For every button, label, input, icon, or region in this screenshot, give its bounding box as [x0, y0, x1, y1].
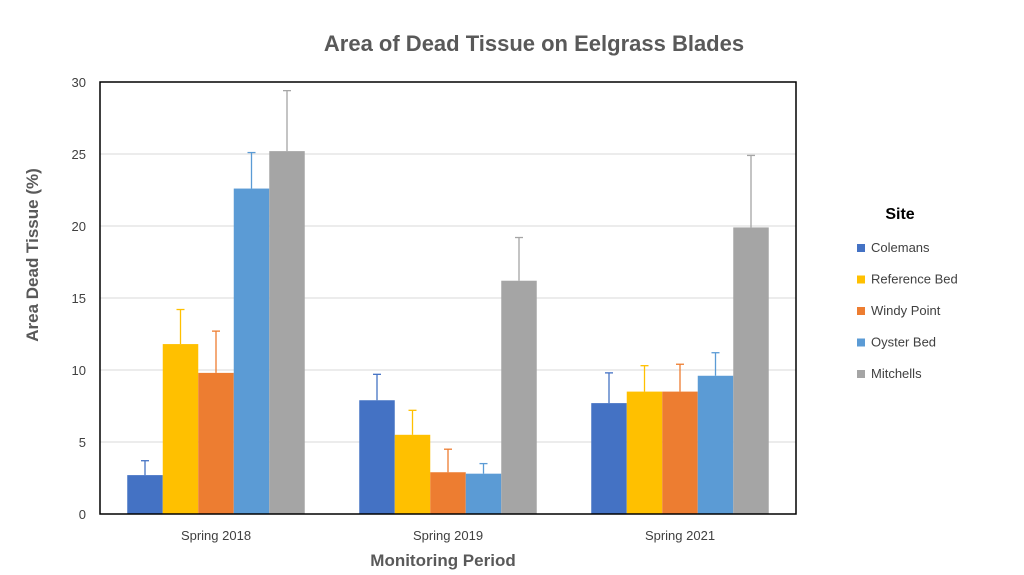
- legend-swatch: [857, 307, 865, 315]
- legend-swatch: [857, 370, 865, 378]
- bar: [501, 280, 537, 514]
- bar: [198, 372, 234, 514]
- bar: [733, 227, 769, 514]
- x-axis-ticks: Spring 2018 Spring 2019 Spring 2021: [181, 528, 715, 543]
- bars: [127, 151, 769, 514]
- legend-title: Site: [885, 206, 914, 223]
- bar: [697, 375, 734, 514]
- bar: [162, 344, 199, 514]
- legend-label: Windy Point: [871, 303, 941, 318]
- y-tick-label: 15: [72, 291, 86, 306]
- plot-frame: [99, 81, 797, 515]
- x-tick-label: Spring 2018: [181, 528, 251, 543]
- bar: [394, 434, 431, 514]
- bar: [662, 391, 698, 514]
- bar: [127, 475, 163, 514]
- legend: Colemans Reference Bed Windy Point Oyster B…: [857, 240, 958, 381]
- y-axis-ticks: 0 5 10 15 20 25 30: [72, 75, 86, 522]
- y-tick-label: 10: [72, 363, 86, 378]
- x-axis-title: Monitoring Period: [370, 551, 515, 570]
- bar: [359, 400, 395, 514]
- error-bars: [141, 89, 755, 476]
- y-tick-label: 30: [72, 75, 86, 90]
- bar: [269, 151, 305, 514]
- bar: [591, 403, 627, 514]
- legend-swatch: [857, 338, 865, 347]
- legend-label: Oyster Bed: [871, 335, 936, 350]
- bar: [430, 472, 466, 514]
- y-tick-label: 0: [79, 507, 86, 522]
- bar: [233, 188, 270, 514]
- chart-title: Area of Dead Tissue on Eelgrass Blades: [324, 31, 744, 56]
- x-tick-label: Spring 2021: [645, 528, 715, 543]
- bar: [626, 391, 663, 514]
- y-axis-title: Area Dead Tissue (%): [23, 168, 42, 342]
- legend-label: Mitchells: [871, 366, 922, 381]
- y-tick-label: 20: [72, 219, 86, 234]
- x-tick-label: Spring 2019: [413, 528, 483, 543]
- bar: [465, 473, 502, 514]
- legend-swatch: [857, 244, 865, 252]
- y-tick-label: 5: [79, 435, 86, 450]
- legend-swatch: [857, 275, 865, 284]
- legend-label: Colemans: [871, 240, 930, 255]
- legend-label: Reference Bed: [871, 272, 958, 287]
- y-tick-label: 25: [72, 147, 86, 162]
